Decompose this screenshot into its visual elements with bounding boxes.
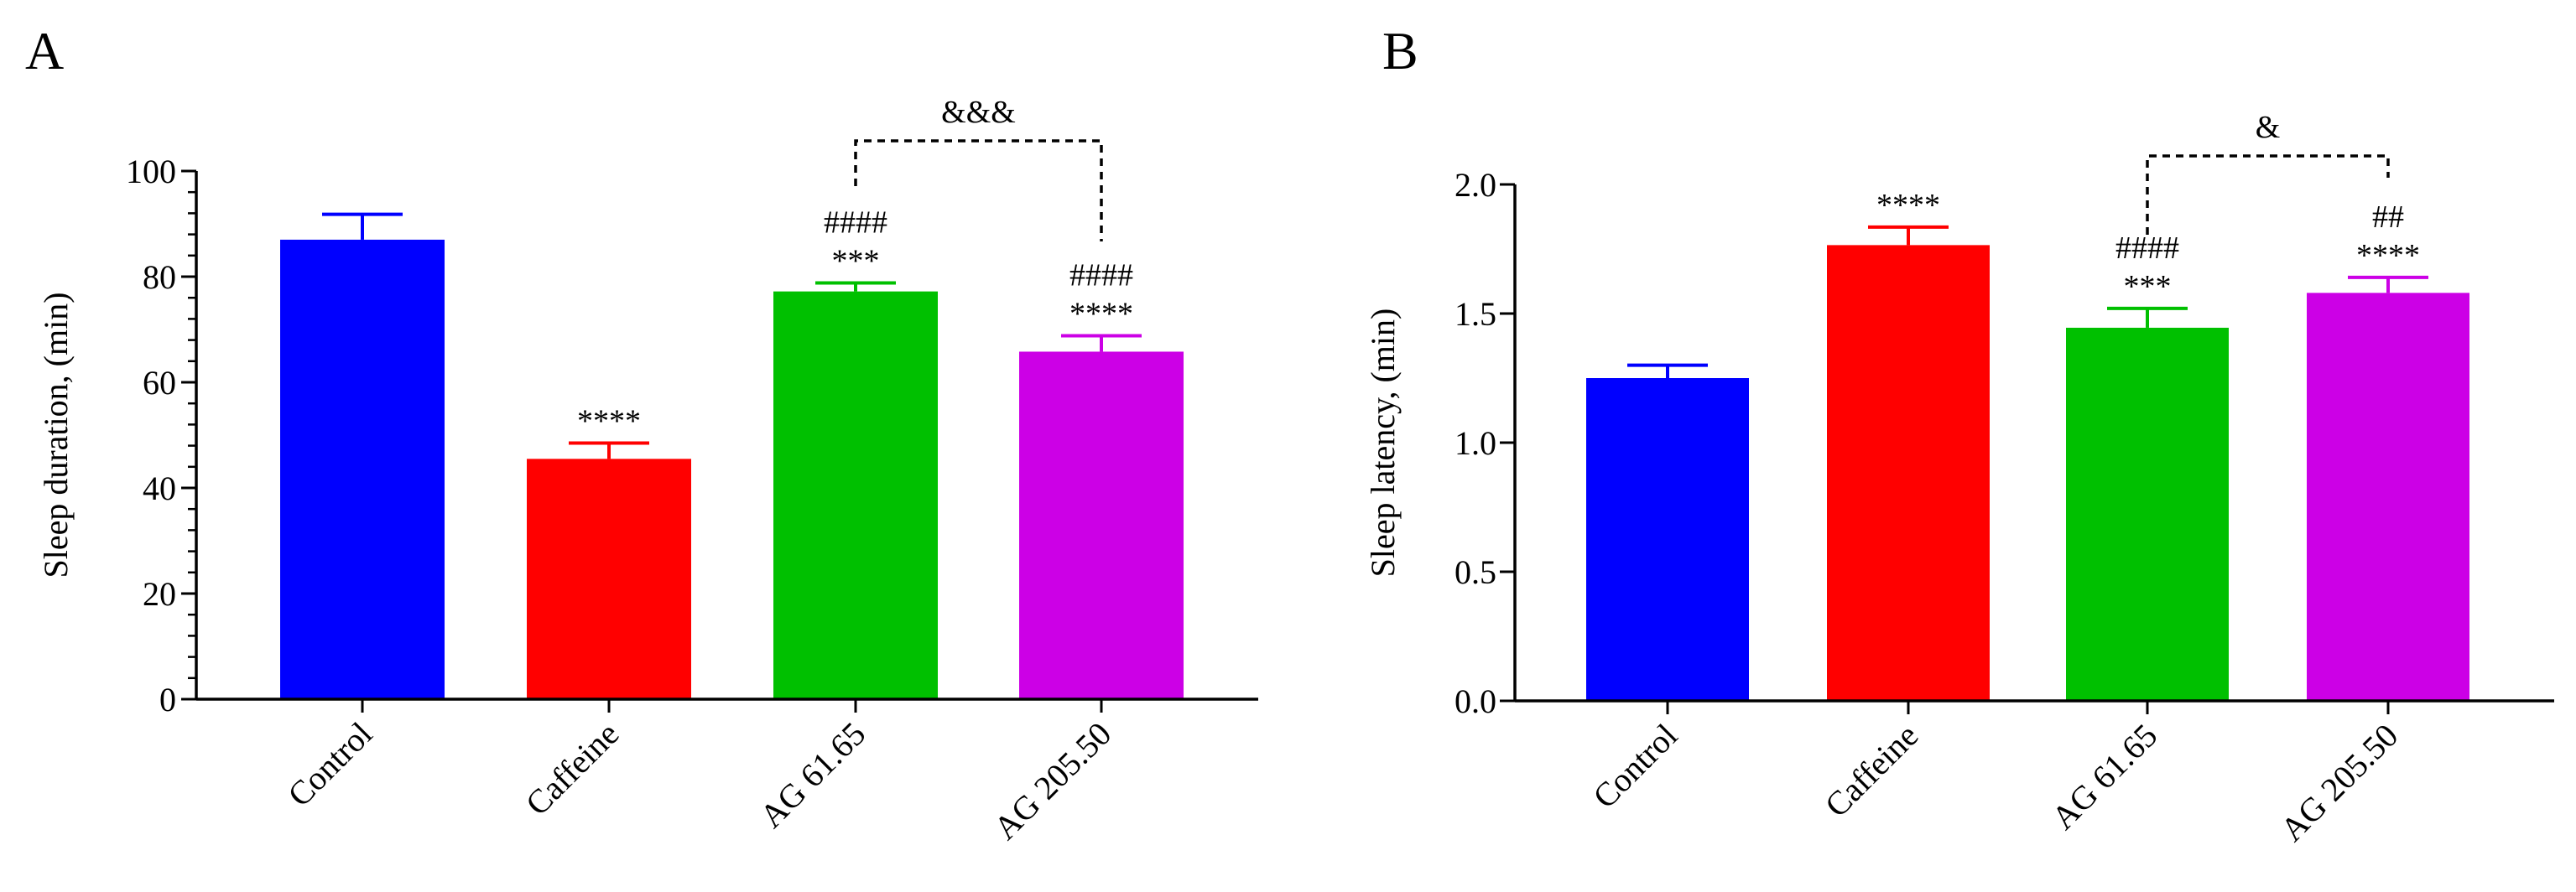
significance-label: #### [824,205,887,241]
x-tick-label: AG 205.50 [2273,717,2406,849]
y-tick-label: 100 [126,153,176,190]
bracket-label: &&& [941,95,1016,130]
error-bar-4 [1061,334,1142,352]
panel-b: B 0.0 0.5 1.0 1.5 2.0 Sleep latency, (min) Cont… [1364,21,2554,848]
y-tick-label: 2.0 [1455,166,1496,204]
y-tick-label: 40 [143,469,176,507]
x-tick-label: Control [1585,717,1684,816]
x-tick-label: Caffeine [518,715,627,823]
significance-label: **** [577,403,641,438]
comparison-bracket [2146,154,2390,235]
panel-label: B [1382,21,1418,80]
bar-2 [1827,245,1990,701]
significance-label: **** [1876,188,1940,223]
significance-label: *** [2124,269,2172,304]
significance-label: #### [2115,231,2179,266]
x-tick-label: AG 61.65 [752,715,872,835]
y-tick-label: 0.5 [1455,553,1496,591]
error-bar-3 [815,281,896,292]
error-bar-1 [322,212,403,240]
significance-label: *** [832,244,880,279]
error-bar-1 [1627,363,1708,378]
y-tick-label: 80 [143,258,176,296]
panel-a: A 0 20 40 60 80 100 Sleep duration, (min) Contro… [25,21,1258,847]
x-tick-label: AG 61.65 [2044,717,2164,837]
y-tick-label: 0.0 [1455,682,1496,720]
bar-4 [2307,293,2469,701]
x-tick-label: Caffeine [1818,717,1926,825]
comparison-bracket [854,139,1103,241]
y-axis-title: Sleep latency, (min) [1364,309,1402,578]
error-bar-2 [569,441,649,459]
y-tick-label: 1.0 [1455,424,1496,462]
significance-label: **** [1069,297,1133,332]
bar-3 [2066,327,2229,701]
y-tick-label: 1.5 [1455,295,1496,333]
panel-label: A [25,21,64,80]
x-tick-label: Control [280,715,379,814]
significance-label: #### [1069,258,1133,293]
error-bar-2 [1868,225,1949,246]
bracket-label: & [2256,110,2281,145]
y-tick-label: 0 [159,681,176,718]
bar-2 [527,459,691,699]
y-tick-label: 60 [143,364,176,402]
bar-1 [280,239,445,699]
bar-1 [1586,378,1749,701]
y-tick-label: 20 [143,575,176,613]
bar-4 [1019,351,1184,699]
y-axis-title: Sleep duration, (min) [37,292,75,578]
x-tick-label: AG 205.50 [986,715,1119,848]
error-bar-3 [2107,306,2188,328]
error-bar-4 [2348,275,2428,293]
significance-label: **** [2356,238,2420,273]
bar-3 [773,291,938,699]
significance-label: ## [2372,200,2404,235]
